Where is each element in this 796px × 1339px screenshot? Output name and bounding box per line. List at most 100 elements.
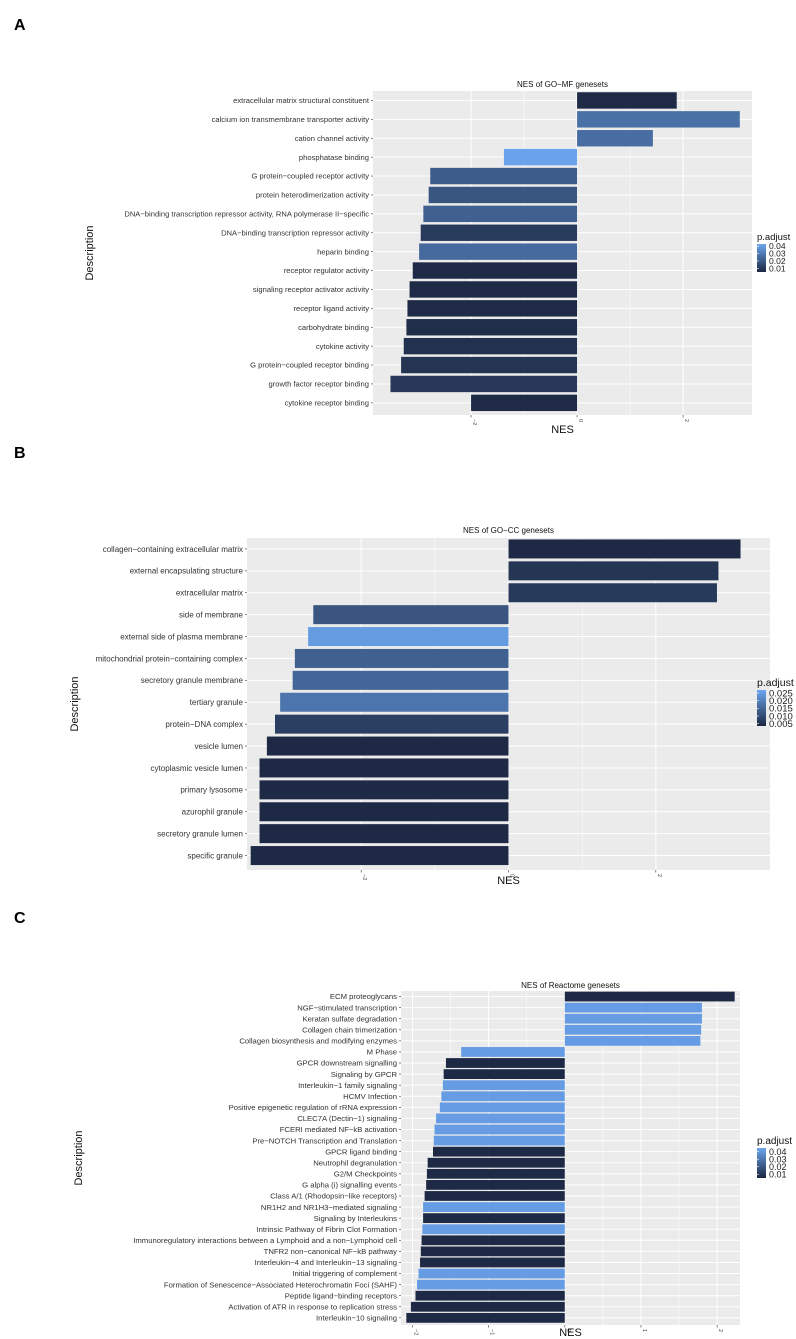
- bar: [442, 1080, 565, 1091]
- bar: [419, 243, 578, 260]
- bar: [259, 802, 509, 822]
- x-tick-label: 1: [641, 1329, 647, 1332]
- bar: [420, 224, 578, 241]
- legend-colorbar: [757, 1148, 766, 1178]
- category-label: Positive epigenetic regulation of rRNA e…: [229, 1103, 397, 1112]
- bar: [416, 1279, 565, 1290]
- x-axis-label: NES: [497, 875, 520, 887]
- bar: [426, 1180, 565, 1190]
- y-axis-label: Description: [73, 1130, 85, 1185]
- category-label: protein−DNA complex: [165, 720, 243, 729]
- bar: [412, 262, 578, 279]
- bar: [403, 337, 578, 355]
- legend-title: p.adjust: [757, 232, 791, 243]
- bar: [250, 846, 509, 866]
- bar: [577, 111, 740, 128]
- bar: [432, 1146, 565, 1157]
- chart-title: NES of Reactome genesets: [521, 981, 620, 990]
- chart-go-mf: extracellular matrix structural constitu…: [84, 80, 791, 436]
- category-label: receptor regulator activity: [284, 266, 369, 275]
- bar: [259, 824, 509, 844]
- bar: [430, 167, 578, 185]
- bar: [424, 1191, 565, 1201]
- category-label: collagen−containing extracellular matrix: [103, 545, 243, 554]
- bar: [294, 648, 509, 668]
- legend-tick-label: 0.010: [769, 711, 793, 722]
- legend-title: p.adjust: [757, 677, 794, 689]
- category-label: CLEC7A (Dectin−1) signaling: [297, 1114, 397, 1123]
- x-tick-label: −1: [489, 1329, 495, 1335]
- bar: [436, 1113, 565, 1124]
- category-label: Collagen biosynthesis and modifying enzy…: [239, 1037, 397, 1046]
- category-label: receptor ligand activity: [293, 304, 369, 313]
- bar: [390, 375, 578, 393]
- legend-tick-label: 0.02: [769, 256, 786, 266]
- bar: [410, 1301, 565, 1312]
- category-label: DNA−binding transcription repressor acti…: [221, 228, 369, 237]
- category-label: secretory granule lumen: [157, 829, 243, 838]
- category-label: G2/M Checkpoints: [334, 1170, 397, 1179]
- legend-tick-label: 0.01: [769, 1169, 787, 1179]
- category-label: extracellular matrix: [176, 589, 243, 598]
- category-label: Interleukin−4 and Interleukin−13 signali…: [255, 1258, 397, 1267]
- category-label: Collagen chain trimerization: [302, 1025, 397, 1034]
- bar: [292, 670, 509, 690]
- bar: [508, 583, 717, 603]
- bar: [401, 356, 578, 374]
- category-label: Immunoregulatory interactions between a …: [133, 1236, 397, 1245]
- x-tick-label: 0: [509, 874, 515, 877]
- category-label: primary lysosome: [180, 786, 243, 795]
- category-label: azurophil granule: [182, 808, 244, 817]
- bar: [564, 1024, 702, 1035]
- legend-tick-label: 0.03: [769, 249, 786, 259]
- category-label: vesicle lumen: [195, 742, 243, 751]
- bar: [503, 148, 578, 166]
- category-label: Formation of Senescence−Associated Heter…: [164, 1280, 398, 1289]
- category-label: Signaling by GPCR: [331, 1070, 398, 1079]
- x-axis-label: NES: [551, 424, 574, 436]
- category-label: calcium ion transmembrane transporter ac…: [212, 115, 370, 124]
- bar: [461, 1047, 565, 1057]
- category-label: GPCR downstream signalling: [297, 1059, 397, 1068]
- bar: [426, 1168, 565, 1179]
- chart-title: NES of GO−CC genesets: [463, 526, 554, 535]
- legend-tick-label: 0.04: [769, 241, 786, 251]
- category-label: Keratan sulfate degradation: [303, 1014, 397, 1023]
- category-label: DNA−binding transcription repressor acti…: [124, 210, 369, 219]
- bar: [308, 627, 509, 647]
- category-label: HCMV Infection: [343, 1092, 397, 1101]
- category-label: protein heterodimerization activity: [256, 191, 369, 200]
- x-tick-label: 2: [656, 874, 662, 877]
- bar: [313, 605, 509, 625]
- legend-colorbar: [757, 690, 766, 726]
- bar: [443, 1069, 565, 1079]
- bar: [471, 394, 578, 412]
- category-label: tertiary granule: [190, 698, 244, 707]
- bar: [418, 1268, 565, 1279]
- legend-tick-label: 0.03: [769, 1154, 787, 1164]
- y-axis-label: Description: [69, 676, 81, 731]
- legend-tick-label: 0.01: [769, 263, 786, 273]
- x-tick-label: −2: [412, 1329, 418, 1335]
- bar: [407, 300, 578, 317]
- legend-tick-label: 0.025: [769, 688, 793, 699]
- x-tick-label: −2: [471, 419, 477, 425]
- category-label: cytokine receptor binding: [285, 399, 369, 408]
- bar: [423, 1213, 565, 1224]
- bar: [420, 1246, 565, 1257]
- bar: [441, 1091, 565, 1102]
- category-label: cytoplasmic vesicle lumen: [151, 764, 243, 773]
- bar: [564, 1035, 701, 1046]
- bar: [428, 186, 578, 204]
- category-label: specific granule: [187, 851, 243, 860]
- category-label: GPCR ligand binding: [325, 1147, 397, 1156]
- category-label: Neutrophil degranulation: [313, 1158, 397, 1167]
- category-label: Initial triggering of complement: [292, 1269, 398, 1278]
- bar: [423, 1202, 565, 1212]
- bar: [433, 1135, 565, 1146]
- chart-reactome: ECM proteoglycans NGF−stimulated transcri…: [73, 981, 792, 1339]
- category-label: G protein−coupled receptor binding: [250, 361, 369, 370]
- bar: [423, 205, 578, 223]
- category-label: Interleukin−1 family signaling: [298, 1081, 397, 1090]
- panel-letter-c: C: [14, 910, 26, 927]
